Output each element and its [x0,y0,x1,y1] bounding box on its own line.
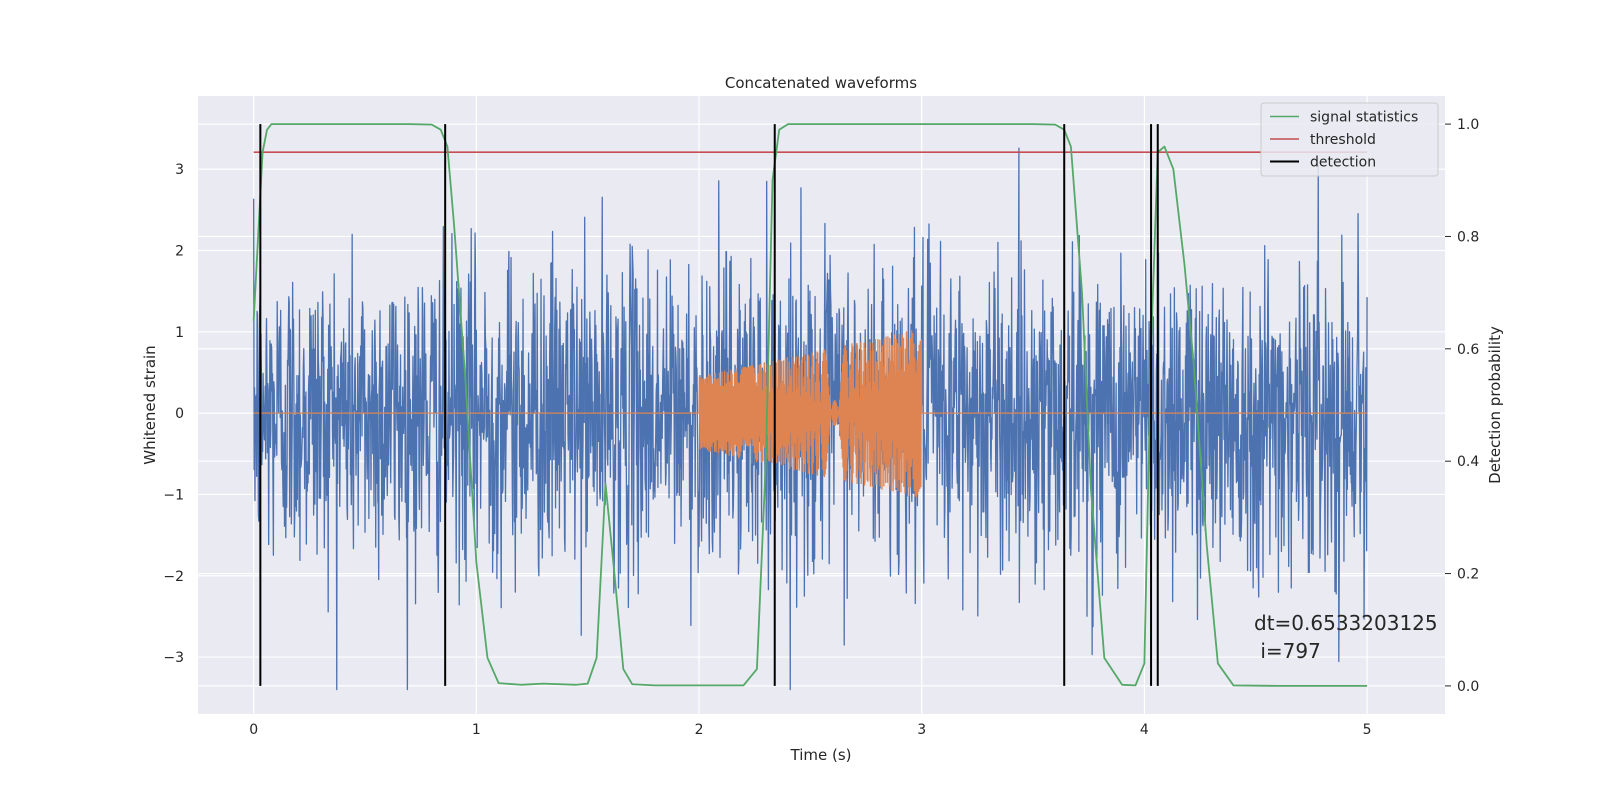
legend-label-signal-statistics: signal statistics [1310,110,1418,126]
y-left-tick-label: −3 [163,650,184,666]
y-left-tick-label: 3 [175,162,184,178]
y-right-tick-label: 0.8 [1457,229,1479,245]
axes-layer: 0 1 2 3 4 5 −3 −2 −1 0 1 2 3 0.0 0.2 0.4 0.6 0.8 1.0 [163,117,1479,738]
y-right-tick-label: 0.4 [1457,454,1479,470]
y-axis-right-title: Detection probability [1486,326,1504,484]
y-left-tick-label: 0 [175,406,184,422]
y-left-tick-label: −1 [163,487,184,503]
x-tick-label: 3 [917,722,926,738]
y-right-tick-label: 0.2 [1457,567,1479,583]
y-right-tick-label: 1.0 [1457,117,1479,133]
series-layer [252,123,1368,691]
y-left-tick-label: 2 [175,244,184,260]
y-right-tick-label: 0.6 [1457,342,1479,358]
y-left-tick-label: 1 [175,325,184,341]
legend-label-threshold: threshold [1310,132,1376,148]
legend-box [1260,102,1439,177]
y-left-tick-label: −2 [163,569,184,585]
y-right-tick-label: 0.0 [1457,679,1479,695]
annotation-i: i=797 [1254,639,1321,663]
legend-label-detection: detection [1310,155,1376,171]
chirp-series-line [253,330,1368,498]
annotation-dt: dt=0.6533203125 [1254,611,1438,635]
signal-statistics-line [252,123,1368,687]
x-axis-title: Time (s) [790,746,852,764]
x-tick-label: 2 [695,722,704,738]
x-tick-label: 4 [1140,722,1149,738]
x-tick-label: 5 [1363,722,1372,738]
chart-title: Concatenated waveforms [725,74,917,92]
x-tick-label: 1 [472,722,481,738]
legend: signal statistics threshold detection [1260,102,1439,177]
x-tick-label: 0 [249,722,258,738]
noise-series-line [253,147,1368,691]
y-axis-left-title: Whitened strain [141,345,159,464]
